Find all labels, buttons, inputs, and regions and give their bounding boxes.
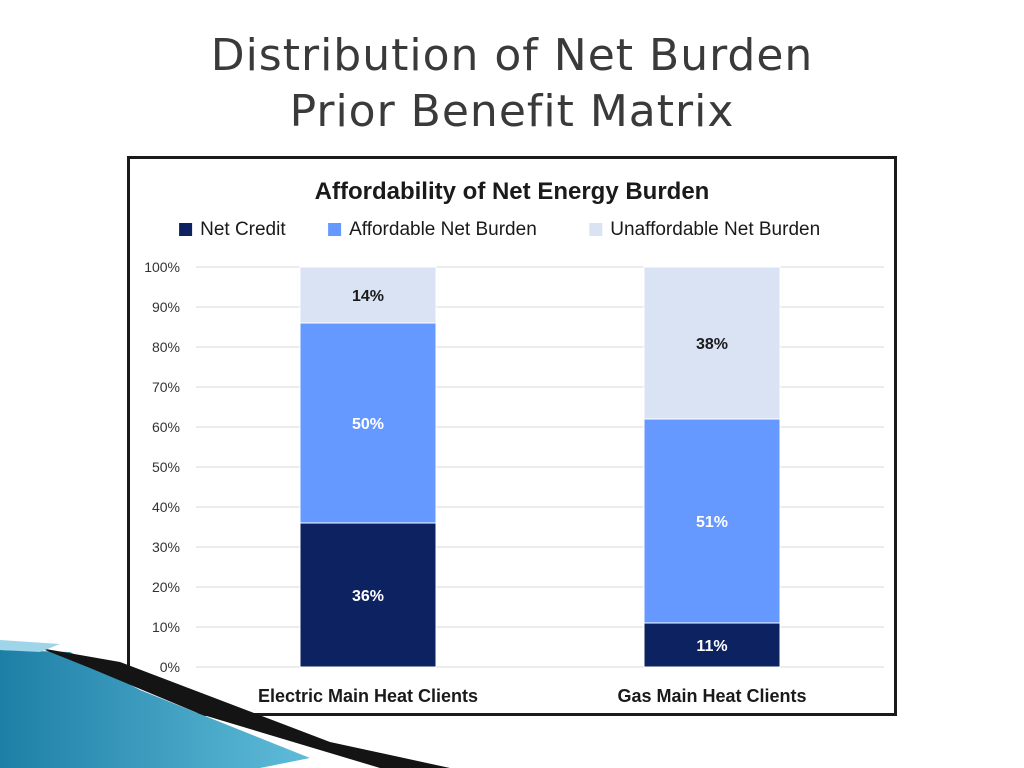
bar-segment (643, 622, 781, 668)
y-tick-label: 20% (152, 579, 180, 595)
y-tick-label: 80% (152, 339, 180, 355)
legend-swatch (328, 223, 342, 236)
bar-segment (643, 418, 781, 624)
legend-label: Affordable Net Burden (349, 219, 537, 240)
y-tick-label: 70% (152, 379, 180, 395)
bars (299, 266, 781, 668)
y-tick-label: 10% (152, 619, 180, 635)
chart-frame: Affordability of Net Energy Burden 0% 10%… (127, 156, 897, 716)
y-tick-label: 60% (152, 419, 180, 435)
data-label: 11% (696, 638, 727, 655)
bar-segment (299, 322, 437, 524)
category-label: Gas Main Heat Clients (617, 686, 806, 706)
legend-label: Unaffordable Net Burden (610, 219, 820, 240)
legend-swatch (589, 223, 603, 236)
light-swoosh-shape (0, 640, 60, 652)
y-tick-label: 100% (144, 259, 180, 275)
slide-title-line-2: Prior Benefit Matrix (289, 86, 735, 137)
legend-label: Net Credit (200, 219, 286, 240)
data-labels: 36% 50% 14% 11% 51% 38% (352, 288, 728, 655)
slide-title-line-1: Distribution of Net Burden (210, 30, 814, 81)
y-tick-label: 50% (152, 459, 180, 475)
data-label: 36% (352, 588, 384, 605)
legend-swatch (179, 223, 193, 236)
y-tick-label: 30% (152, 539, 180, 555)
category-label: Electric Main Heat Clients (258, 686, 478, 706)
legend: Net Credit Affordable Net Burden Unafforda… (179, 219, 820, 240)
data-label: 50% (352, 416, 384, 433)
data-label: 14% (352, 288, 384, 305)
chart-title: Affordability of Net Energy Burden (315, 178, 710, 205)
data-label: 38% (696, 336, 728, 353)
bar-segment (299, 522, 437, 668)
y-tick-label: 90% (152, 299, 180, 315)
y-tick-label: 0% (160, 659, 180, 675)
data-label: 51% (696, 514, 728, 531)
y-axis: 0% 10% 20% 30% 40% 50% 60% 70% 80% 90% 100% (144, 259, 180, 675)
slide-title: Distribution of Net Burden Prior Benefit… (0, 28, 1024, 140)
bar-segment (299, 266, 437, 324)
y-tick-label: 40% (152, 499, 180, 515)
gridlines (196, 266, 884, 668)
bar-segment (643, 266, 781, 420)
stacked-bar-chart: Affordability of Net Energy Burden 0% 10%… (144, 178, 884, 706)
x-axis: Electric Main Heat Clients Gas Main Heat … (258, 686, 807, 706)
